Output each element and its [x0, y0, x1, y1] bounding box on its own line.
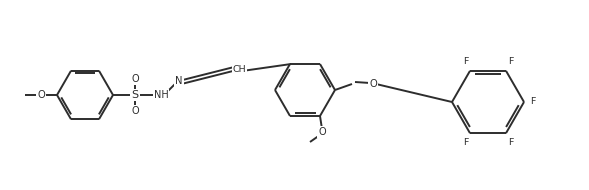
Text: O: O: [131, 74, 139, 84]
Text: O: O: [318, 127, 326, 137]
Text: F: F: [463, 138, 468, 147]
Text: S: S: [131, 90, 138, 100]
Text: O: O: [37, 90, 45, 100]
Text: F: F: [508, 57, 513, 66]
Text: CH: CH: [233, 65, 246, 74]
Text: O: O: [131, 106, 139, 116]
Text: N: N: [176, 76, 183, 86]
Text: F: F: [508, 138, 513, 147]
Text: F: F: [530, 97, 535, 107]
Text: NH: NH: [154, 90, 168, 100]
Text: F: F: [463, 57, 468, 66]
Text: O: O: [369, 79, 377, 89]
